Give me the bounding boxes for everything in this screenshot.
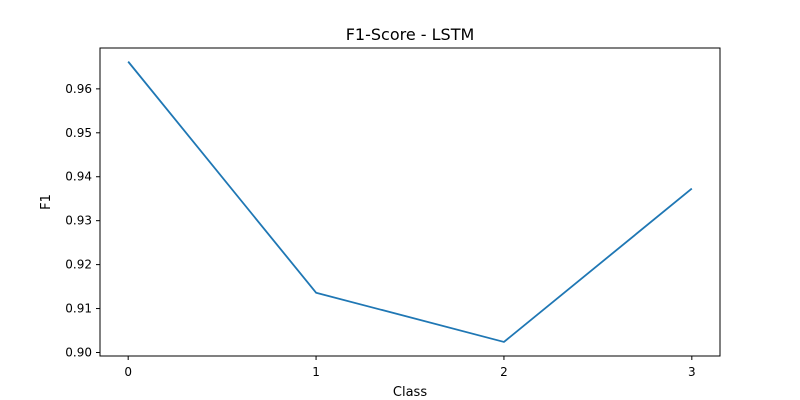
plot-area-frame bbox=[99, 47, 721, 357]
x-tick-label: 2 bbox=[500, 365, 508, 379]
series-f1 bbox=[127, 61, 693, 343]
y-axis-ticks: 0.90 0.91 0.92 0.93 0.94 0.95 0.96 bbox=[65, 82, 100, 359]
y-tick-label: 0.95 bbox=[65, 126, 92, 140]
x-tick-label: 1 bbox=[312, 365, 320, 379]
chart-title: F1-Score - LSTM bbox=[346, 25, 475, 44]
y-tick-label: 0.94 bbox=[65, 170, 92, 184]
x-axis-label: Class bbox=[393, 385, 427, 400]
y-tick-label: 0.92 bbox=[65, 258, 92, 272]
y-tick-label: 0.91 bbox=[65, 302, 92, 316]
y-tick-label: 0.90 bbox=[65, 345, 92, 359]
x-tick-label: 0 bbox=[124, 365, 132, 379]
y-tick-label: 0.93 bbox=[65, 214, 92, 228]
y-axis-label: F1 bbox=[39, 194, 54, 210]
y-tick-label: 0.96 bbox=[65, 82, 92, 96]
x-axis-ticks: 0 1 2 3 bbox=[124, 356, 696, 379]
f1-series-line bbox=[127, 61, 693, 343]
x-tick-label: 3 bbox=[688, 365, 696, 379]
